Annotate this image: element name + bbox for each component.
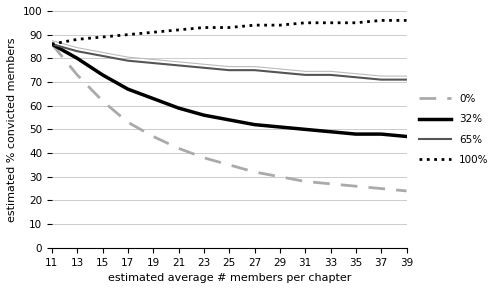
32%: [74, 57, 80, 60]
65%: [49, 42, 55, 46]
32%: [252, 123, 258, 126]
65%: [302, 73, 308, 77]
Line: 32%: 32%: [52, 44, 406, 137]
0%: [100, 99, 105, 103]
65%: [252, 68, 258, 72]
Line: 65%: 65%: [52, 44, 406, 80]
32%: [378, 132, 384, 136]
32%: [226, 118, 232, 122]
32%: [176, 106, 182, 110]
65%: [404, 78, 409, 81]
100%: [302, 21, 308, 25]
100%: [404, 19, 409, 22]
Line: 0%: 0%: [52, 44, 406, 191]
0%: [74, 73, 80, 77]
32%: [328, 130, 334, 133]
Legend: 0%, 32%, 65%, 100%: 0%, 32%, 65%, 100%: [416, 90, 492, 169]
32%: [100, 73, 105, 77]
100%: [226, 26, 232, 29]
0%: [176, 146, 182, 150]
65%: [328, 73, 334, 77]
0%: [252, 170, 258, 174]
100%: [49, 42, 55, 46]
0%: [150, 135, 156, 138]
32%: [302, 128, 308, 131]
0%: [328, 182, 334, 186]
0%: [277, 175, 283, 178]
65%: [176, 64, 182, 67]
0%: [404, 189, 409, 193]
65%: [378, 78, 384, 81]
100%: [277, 23, 283, 27]
32%: [353, 132, 359, 136]
65%: [150, 61, 156, 65]
0%: [226, 163, 232, 167]
65%: [100, 54, 105, 58]
Line: 100%: 100%: [52, 20, 406, 44]
32%: [49, 42, 55, 46]
65%: [353, 75, 359, 79]
0%: [378, 187, 384, 190]
100%: [353, 21, 359, 25]
0%: [302, 180, 308, 183]
100%: [328, 21, 334, 25]
100%: [74, 38, 80, 41]
65%: [74, 50, 80, 53]
0%: [49, 42, 55, 46]
65%: [201, 66, 207, 70]
0%: [353, 184, 359, 188]
32%: [150, 97, 156, 100]
32%: [277, 125, 283, 129]
100%: [100, 35, 105, 39]
100%: [378, 19, 384, 22]
0%: [201, 156, 207, 160]
100%: [252, 23, 258, 27]
32%: [201, 113, 207, 117]
100%: [150, 30, 156, 34]
100%: [176, 28, 182, 32]
32%: [125, 87, 131, 91]
100%: [201, 26, 207, 29]
100%: [125, 33, 131, 36]
65%: [125, 59, 131, 62]
65%: [226, 68, 232, 72]
0%: [125, 121, 131, 124]
Y-axis label: estimated % convicted members: estimated % convicted members: [7, 37, 17, 222]
65%: [277, 71, 283, 74]
32%: [404, 135, 409, 138]
X-axis label: estimated average # members per chapter: estimated average # members per chapter: [108, 273, 351, 283]
